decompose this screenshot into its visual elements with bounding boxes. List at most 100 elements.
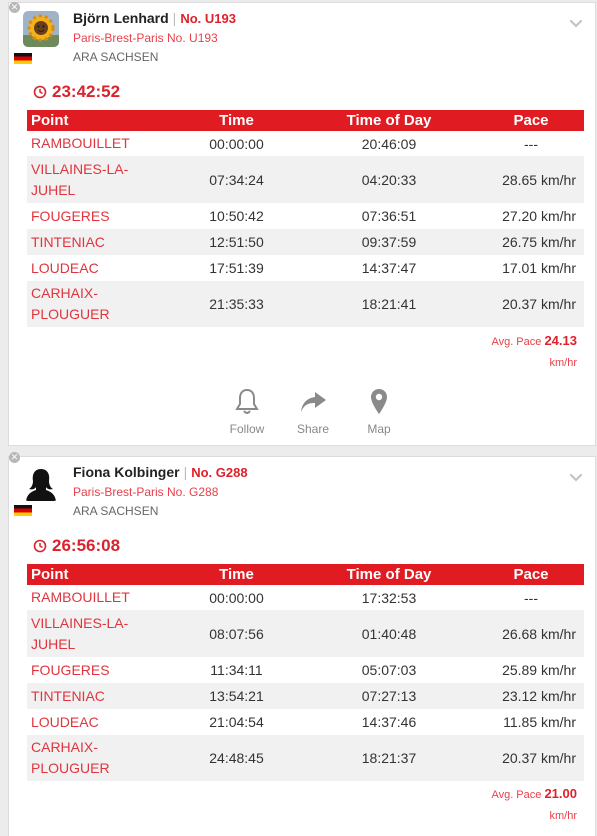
avg-pace-value: 24.13 [544,333,577,348]
split-pace: 20.37 km/hr [478,281,584,327]
column-header-time-of-day: Time of Day [300,564,478,585]
rider-bib: No. U193 [180,11,236,26]
split-time: 07:34:24 [173,156,300,203]
split-time-of-day: 17:32:53 [300,585,478,610]
table-row: TINTENIAC 13:54:21 07:27:13 23.12 km/hr [27,683,584,709]
rider-name-line: Fiona Kolbinger | No. G288 [73,464,248,480]
split-pace: --- [478,131,584,156]
column-header-time: Time [173,110,300,131]
average-pace: Avg. Pace 24.13 km/hr [491,330,577,374]
checkpoint-link[interactable]: VILLAINES-LA-JUHEL [27,610,173,657]
split-time-of-day: 14:37:46 [300,709,478,735]
checkpoint-link[interactable]: TINTENIAC [27,683,173,709]
table-row: LOUDEAC 17:51:39 14:37:47 17.01 km/hr [27,255,584,281]
avg-pace-unit: km/hr [549,810,578,822]
follow-label: Follow [229,422,265,436]
avatar [23,11,59,47]
split-time-of-day: 07:36:51 [300,203,478,229]
map-button[interactable]: Map [359,387,399,436]
split-time: 24:48:45 [173,735,300,781]
bell-icon [235,388,259,414]
split-time-of-day: 20:46:09 [300,131,478,156]
split-time-of-day: 18:21:37 [300,735,478,781]
column-header-point: Point [27,110,173,131]
share-arrow-icon [301,392,326,412]
split-pace: --- [478,585,584,610]
total-time: 26:56:08 [33,536,120,556]
split-time: 21:35:33 [173,281,300,327]
total-time: 23:42:52 [33,82,120,102]
total-time-value: 26:56:08 [52,536,121,555]
table-row: FOUGERES 11:34:11 05:07:03 25.89 km/hr [27,657,584,683]
table-header: Point Time Time of Day Pace [27,110,584,131]
table-row: CARHAIX-PLOUGUER 24:48:45 18:21:37 20.37… [27,735,584,781]
checkpoint-link[interactable]: FOUGERES [27,657,173,683]
share-button[interactable]: Share [293,387,333,436]
split-time: 12:51:50 [173,229,300,255]
table-row: RAMBOUILLET 00:00:00 17:32:53 --- [27,585,584,610]
column-header-time-of-day: Time of Day [300,110,478,131]
checkpoint-link[interactable]: RAMBOUILLET [27,131,173,156]
checkpoint-link[interactable]: CARHAIX-PLOUGUER [27,281,173,327]
split-time: 00:00:00 [173,585,300,610]
club-name: ARA SACHSEN [73,50,159,64]
avg-pace-value: 21.00 [544,786,577,801]
split-time: 10:50:42 [173,203,300,229]
split-time: 17:51:39 [173,255,300,281]
column-header-time: Time [173,564,300,585]
share-label: Share [296,422,330,436]
split-time-of-day: 09:37:59 [300,229,478,255]
checkpoint-link[interactable]: CARHAIX-PLOUGUER [27,735,173,781]
split-time: 11:34:11 [173,657,300,683]
action-bar: Follow Share Map [227,387,399,436]
split-time-of-day: 04:20:33 [300,156,478,203]
map-label: Map [367,422,391,436]
rider-bib: No. G288 [191,465,248,480]
table-row: LOUDEAC 21:04:54 14:37:46 11.85 km/hr [27,709,584,735]
split-time: 00:00:00 [173,131,300,156]
checkpoint-link[interactable]: LOUDEAC [27,255,173,281]
event-name: Paris-Brest-Paris No. G288 [73,485,219,499]
split-pace: 25.89 km/hr [478,657,584,683]
split-pace: 11.85 km/hr [478,709,584,735]
split-time: 21:04:54 [173,709,300,735]
rider-name-line: Björn Lenhard | No. U193 [73,10,236,26]
checkpoint-link[interactable]: TINTENIAC [27,229,173,255]
follow-button[interactable]: Follow [227,387,267,436]
checkpoint-link[interactable]: RAMBOUILLET [27,585,173,610]
column-header-point: Point [27,564,173,585]
splits-table: Point Time Time of Day Pace RAMBOUILLET … [27,564,584,781]
germany-flag-icon [14,53,32,64]
table-row: FOUGERES 10:50:42 07:36:51 27.20 km/hr [27,203,584,229]
chevron-down-icon[interactable] [569,17,583,31]
chevron-down-icon[interactable] [569,471,583,485]
table-header: Point Time Time of Day Pace [27,564,584,585]
clock-icon [33,539,47,553]
split-pace: 27.20 km/hr [478,203,584,229]
split-time-of-day: 05:07:03 [300,657,478,683]
column-header-pace: Pace [478,110,584,131]
map-pin-icon [371,389,387,414]
checkpoint-link[interactable]: FOUGERES [27,203,173,229]
close-icon[interactable]: ✕ [9,452,20,463]
table-row: TINTENIAC 12:51:50 09:37:59 26.75 km/hr [27,229,584,255]
splits-table: Point Time Time of Day Pace RAMBOUILLET … [27,110,584,327]
close-icon[interactable]: ✕ [9,2,20,13]
split-time-of-day: 01:40:48 [300,610,478,657]
rider-name[interactable]: Fiona Kolbinger [73,464,180,480]
checkpoint-link[interactable]: VILLAINES-LA-JUHEL [27,156,173,203]
rider-name[interactable]: Björn Lenhard [73,10,169,26]
column-header-pace: Pace [478,564,584,585]
germany-flag-icon [14,505,32,516]
table-row: RAMBOUILLET 00:00:00 20:46:09 --- [27,131,584,156]
avg-pace-label: Avg. Pace [491,336,542,348]
average-pace: Avg. Pace 21.00 km/hr [491,783,577,827]
split-pace: 26.68 km/hr [478,610,584,657]
checkpoint-link[interactable]: LOUDEAC [27,709,173,735]
split-pace: 20.37 km/hr [478,735,584,781]
split-time: 08:07:56 [173,610,300,657]
split-pace: 23.12 km/hr [478,683,584,709]
split-pace: 28.65 km/hr [478,156,584,203]
avg-pace-label: Avg. Pace [491,789,542,801]
rider-card: ✕ Björn Lenhard | No. U193 Paris-Brest-Par… [8,2,596,446]
